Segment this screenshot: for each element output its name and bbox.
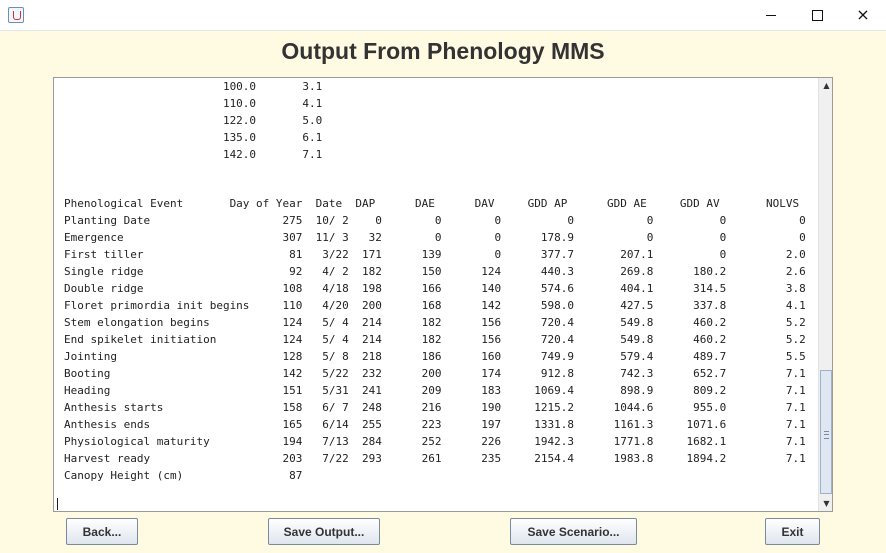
- output-line: End spikelet initiation 124 5/ 4 214 182…: [64, 333, 806, 346]
- output-line: Jointing 128 5/ 8 218 186 160 749.9 579.…: [64, 350, 806, 363]
- output-line: Physiological maturity 194 7/13 284 252 …: [64, 435, 806, 448]
- output-line: Booting 142 5/22 232 200 174 912.8 742.3…: [64, 367, 806, 380]
- phenology-event-table: Phenological Event Day of Year Date DAP …: [64, 195, 806, 484]
- output-line: Anthesis ends 165 6/14 255 223 197 1331.…: [64, 418, 806, 431]
- minimize-icon: [766, 14, 776, 16]
- scroll-down-arrow-icon[interactable]: ▼: [823, 499, 830, 508]
- output-line: 122.0 5.0: [64, 114, 323, 127]
- scroll-thumb[interactable]: [820, 370, 832, 494]
- title-bar: ×: [0, 0, 886, 31]
- output-line: Canopy Height (cm) 87: [64, 469, 303, 482]
- output-line: Double ridge 108 4/18 198 166 140 574.6 …: [64, 282, 806, 295]
- close-icon: ×: [856, 5, 870, 24]
- output-line: 110.0 4.1: [64, 97, 323, 110]
- save-scenario-button[interactable]: Save Scenario...: [510, 518, 637, 545]
- stage-leaf-table: 100.0 3.1 110.0 4.1 122.0 5.0 135.0 6.1 …: [64, 78, 322, 163]
- output-text-area[interactable]: 100.0 3.1 110.0 4.1 122.0 5.0 135.0 6.1 …: [54, 78, 818, 511]
- grip-icon: [824, 431, 829, 439]
- output-line: Anthesis starts 158 6/ 7 248 216 190 121…: [64, 401, 806, 414]
- maximize-button[interactable]: [794, 0, 840, 30]
- output-line: Floret primordia init begins 110 4/20 20…: [64, 299, 806, 312]
- output-line: Single ridge 92 4/ 2 182 150 124 440.3 2…: [64, 265, 806, 278]
- output-line: Phenological Event Day of Year Date DAP …: [64, 197, 800, 210]
- java-cup-icon: [8, 7, 24, 23]
- output-line: Harvest ready 203 7/22 293 261 235 2154.…: [64, 452, 806, 465]
- maximize-icon: [811, 9, 823, 21]
- save-output-button[interactable]: Save Output...: [268, 518, 380, 545]
- minimize-button[interactable]: [748, 0, 794, 30]
- scroll-up-arrow-icon[interactable]: ▲: [823, 81, 830, 90]
- output-line: 142.0 7.1: [64, 148, 323, 161]
- output-line: Emergence 307 11/ 3 32 0 0 178.9 0 0 0: [64, 231, 806, 244]
- page-title: Output From Phenology MMS: [281, 38, 605, 64]
- exit-button[interactable]: Exit: [765, 518, 820, 545]
- text-caret: [57, 498, 58, 510]
- vertical-scrollbar[interactable]: ▲ ▼: [818, 78, 832, 511]
- output-line: Heading 151 5/31 241 209 183 1069.4 898.…: [64, 384, 806, 397]
- output-line: Planting Date 275 10/ 2 0 0 0 0 0 0 0: [64, 214, 806, 227]
- close-button[interactable]: ×: [840, 0, 886, 30]
- output-line: First tiller 81 3/22 171 139 0 377.7 207…: [64, 248, 806, 261]
- output-text-panel[interactable]: 100.0 3.1 110.0 4.1 122.0 5.0 135.0 6.1 …: [53, 77, 833, 512]
- output-line: Stem elongation begins 124 5/ 4 214 182 …: [64, 316, 806, 329]
- output-line: 100.0 3.1: [64, 80, 323, 93]
- back-button[interactable]: Back...: [66, 518, 138, 545]
- output-line: 135.0 6.1: [64, 131, 323, 144]
